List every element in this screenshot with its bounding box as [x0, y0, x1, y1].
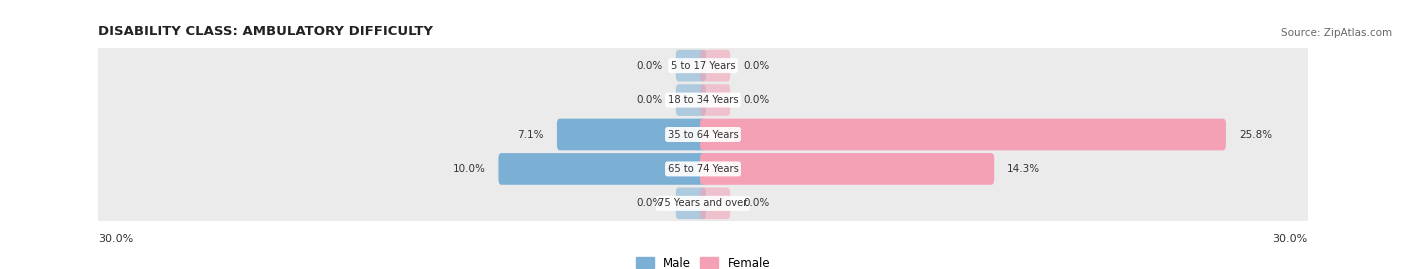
Text: 25.8%: 25.8%: [1239, 129, 1272, 140]
Text: 0.0%: 0.0%: [637, 61, 662, 71]
FancyBboxPatch shape: [700, 119, 1226, 150]
Text: 10.0%: 10.0%: [453, 164, 485, 174]
Text: 0.0%: 0.0%: [744, 95, 769, 105]
Text: 30.0%: 30.0%: [98, 234, 134, 244]
Text: 0.0%: 0.0%: [744, 61, 769, 71]
Text: 65 to 74 Years: 65 to 74 Years: [668, 164, 738, 174]
FancyBboxPatch shape: [676, 187, 706, 219]
FancyBboxPatch shape: [94, 181, 1312, 225]
FancyBboxPatch shape: [94, 44, 1312, 88]
Text: 0.0%: 0.0%: [637, 198, 662, 208]
FancyBboxPatch shape: [700, 84, 730, 116]
FancyBboxPatch shape: [700, 153, 994, 185]
Text: 30.0%: 30.0%: [1272, 234, 1308, 244]
FancyBboxPatch shape: [676, 84, 706, 116]
FancyBboxPatch shape: [700, 50, 730, 82]
Text: 7.1%: 7.1%: [517, 129, 544, 140]
Text: DISABILITY CLASS: AMBULATORY DIFFICULTY: DISABILITY CLASS: AMBULATORY DIFFICULTY: [98, 25, 433, 38]
Text: 18 to 34 Years: 18 to 34 Years: [668, 95, 738, 105]
Text: 0.0%: 0.0%: [637, 95, 662, 105]
Text: Source: ZipAtlas.com: Source: ZipAtlas.com: [1281, 28, 1392, 38]
Text: 5 to 17 Years: 5 to 17 Years: [671, 61, 735, 71]
Text: 14.3%: 14.3%: [1007, 164, 1040, 174]
FancyBboxPatch shape: [499, 153, 706, 185]
FancyBboxPatch shape: [94, 112, 1312, 157]
Text: 75 Years and over: 75 Years and over: [658, 198, 748, 208]
FancyBboxPatch shape: [557, 119, 706, 150]
Text: 35 to 64 Years: 35 to 64 Years: [668, 129, 738, 140]
Legend: Male, Female: Male, Female: [636, 257, 770, 269]
Text: 0.0%: 0.0%: [744, 198, 769, 208]
FancyBboxPatch shape: [676, 50, 706, 82]
FancyBboxPatch shape: [94, 147, 1312, 191]
FancyBboxPatch shape: [700, 187, 730, 219]
FancyBboxPatch shape: [94, 78, 1312, 122]
